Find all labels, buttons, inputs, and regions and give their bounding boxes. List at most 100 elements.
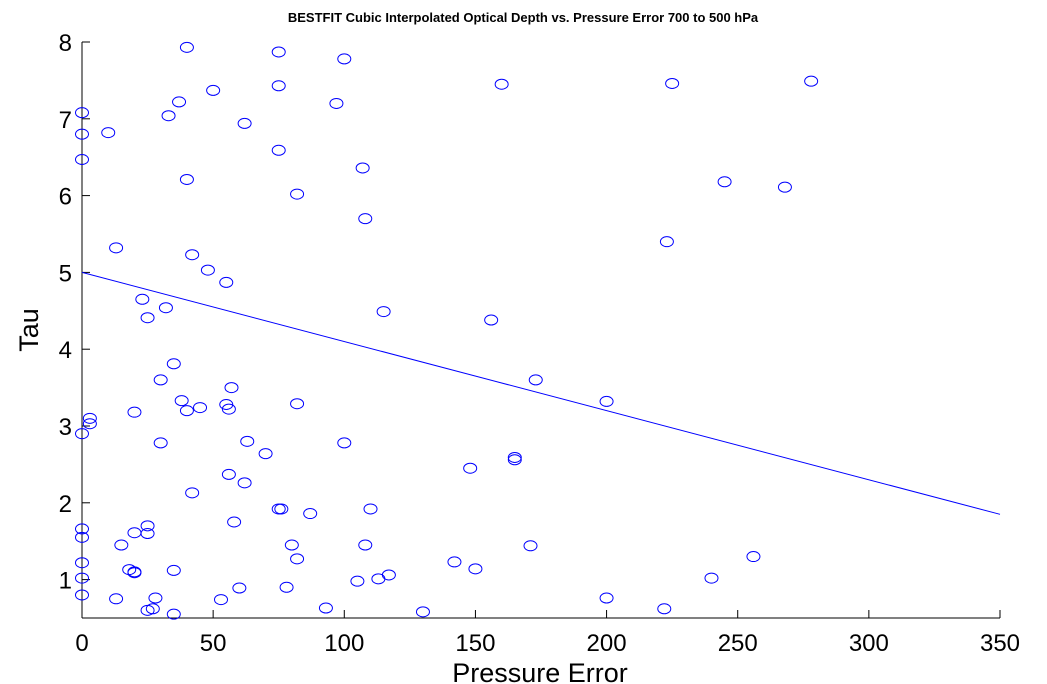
- data-point: [75, 428, 89, 440]
- data-point: [290, 188, 305, 200]
- data-point: [777, 181, 792, 193]
- data-point: [381, 569, 396, 581]
- data-point: [219, 398, 234, 410]
- data-point: [507, 454, 522, 466]
- data-point: [82, 418, 97, 430]
- data-point: [237, 117, 252, 129]
- data-point: [227, 516, 242, 528]
- data-point: [337, 53, 352, 65]
- data-point: [746, 551, 761, 563]
- data-point: [172, 96, 187, 108]
- data-point: [468, 563, 483, 575]
- data-point: [82, 412, 97, 424]
- y-tick-label: 7: [59, 107, 72, 134]
- plot-area: [82, 42, 1000, 618]
- data-point: [75, 154, 89, 166]
- data-point: [166, 564, 181, 576]
- y-tick-label: 8: [59, 30, 72, 57]
- x-tick-label: 50: [200, 630, 227, 657]
- data-point: [717, 176, 732, 188]
- data-point: [75, 557, 89, 569]
- x-axis-label: Pressure Error: [452, 658, 628, 684]
- data-point: [75, 128, 89, 140]
- data-point: [528, 374, 543, 386]
- data-point: [219, 276, 234, 288]
- y-tick-label: 1: [59, 568, 72, 595]
- data-point: [161, 110, 176, 122]
- x-tick-label: 100: [324, 630, 364, 657]
- data-point: [279, 581, 294, 593]
- x-tick-label: 350: [980, 630, 1020, 657]
- data-point: [214, 594, 229, 606]
- data-point: [237, 477, 252, 489]
- data-point: [447, 556, 462, 568]
- data-point: [232, 582, 247, 594]
- data-point: [804, 75, 819, 87]
- data-point: [148, 592, 163, 604]
- data-point: [179, 173, 194, 185]
- data-point: [109, 593, 124, 605]
- data-point: [376, 306, 391, 318]
- data-point: [274, 503, 289, 515]
- data-point: [271, 46, 286, 58]
- data-point: [303, 508, 318, 520]
- data-point: [659, 236, 674, 248]
- data-point: [523, 540, 538, 552]
- data-point: [206, 84, 221, 96]
- data-point: [665, 77, 680, 89]
- data-point: [221, 403, 236, 415]
- chart-title: BESTFIT Cubic Interpolated Optical Depth…: [288, 10, 759, 25]
- data-point: [114, 539, 129, 551]
- data-point: [185, 487, 200, 499]
- data-point: [109, 242, 124, 254]
- data-point: [415, 606, 430, 618]
- data-point: [145, 603, 160, 615]
- data-point: [75, 589, 89, 601]
- data-point: [166, 608, 181, 620]
- data-point: [179, 405, 194, 417]
- x-tick-label: 150: [455, 630, 495, 657]
- y-tick-label: 6: [59, 184, 72, 211]
- data-point: [185, 249, 200, 261]
- data-point: [657, 603, 672, 615]
- data-point: [363, 503, 378, 515]
- data-point: [271, 80, 286, 92]
- data-point: [258, 448, 273, 460]
- x-tick-label: 250: [718, 630, 758, 657]
- data-point: [494, 78, 509, 90]
- y-tick-label: 5: [59, 260, 72, 287]
- data-point: [153, 374, 168, 386]
- data-point: [140, 528, 155, 540]
- data-point: [75, 572, 89, 584]
- data-point: [101, 127, 116, 139]
- data-point: [358, 539, 373, 551]
- data-point: [75, 523, 89, 535]
- data-point: [140, 520, 155, 532]
- data-point: [135, 293, 150, 305]
- data-point: [355, 162, 370, 174]
- data-point: [174, 395, 189, 407]
- data-point: [221, 468, 236, 480]
- data-point: [127, 567, 142, 579]
- data-point: [75, 107, 89, 119]
- data-point: [507, 451, 522, 463]
- y-tick-label: 4: [59, 337, 72, 364]
- axis-ticks: [81, 41, 1001, 618]
- x-tick-label: 0: [75, 630, 88, 657]
- data-point: [224, 382, 239, 394]
- data-point: [240, 435, 255, 447]
- data-point: [599, 395, 614, 407]
- y-tick-label: 2: [59, 491, 72, 518]
- data-point: [140, 312, 155, 324]
- x-tick-label: 300: [849, 630, 889, 657]
- data-point: [337, 437, 352, 449]
- y-axis-label: Tau: [14, 308, 44, 352]
- data-point: [166, 358, 181, 370]
- data-point: [318, 602, 333, 614]
- data-point: [153, 437, 168, 449]
- data-point: [193, 402, 208, 414]
- data-point: [127, 406, 142, 418]
- y-tick-label: 3: [59, 414, 72, 441]
- data-point: [75, 531, 89, 543]
